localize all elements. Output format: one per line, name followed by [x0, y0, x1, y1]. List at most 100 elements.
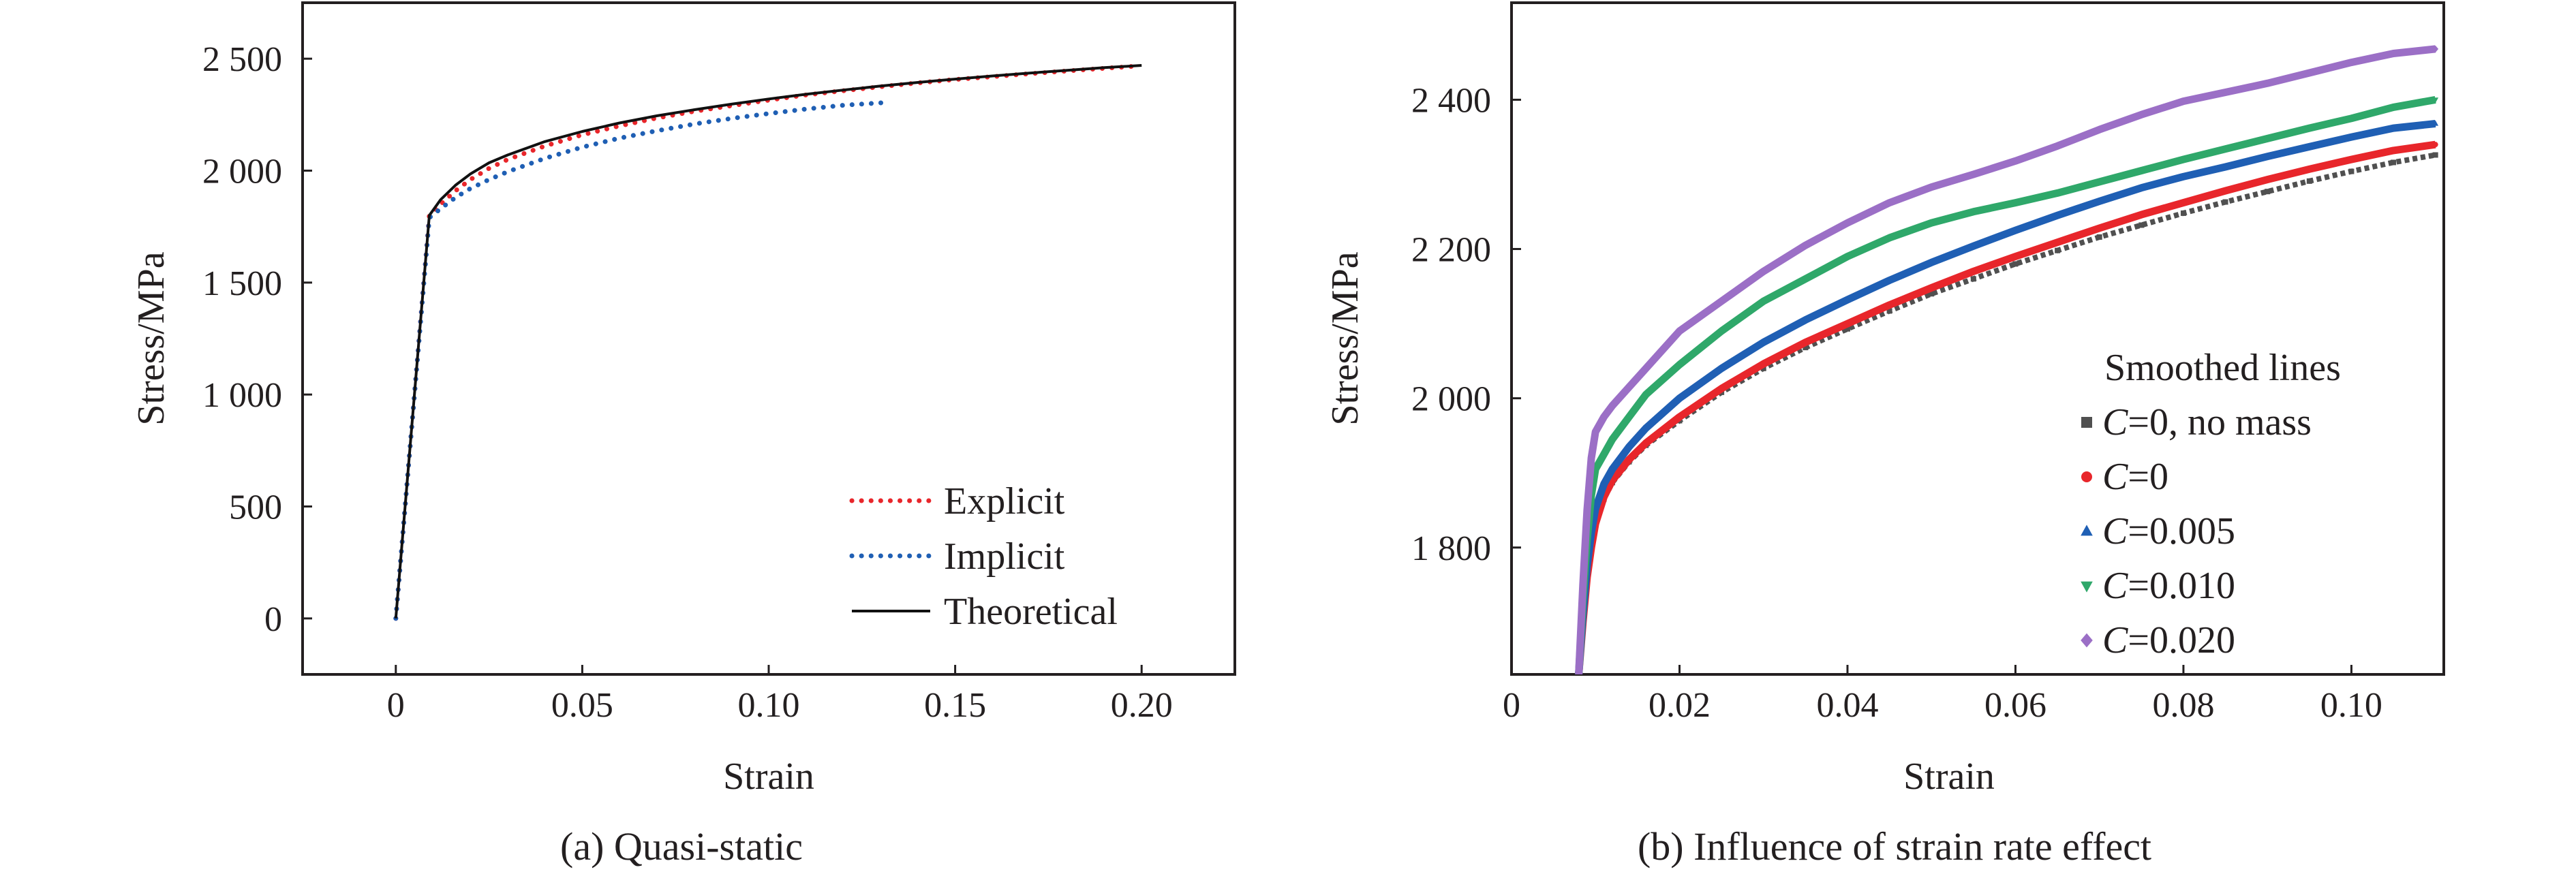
y-tick-label: 0 — [264, 600, 282, 639]
series-point — [2222, 89, 2228, 96]
series-point — [1592, 505, 1599, 511]
series-point — [2138, 212, 2145, 218]
series-line-explicit — [393, 63, 1137, 621]
series-point — [1642, 424, 1649, 431]
series-point — [1609, 402, 1616, 409]
axis-ticks-b: 0 0.02 0.04 0.06 0.08 0.10 1 800 2 000 2 200 2 40… — [1411, 81, 2382, 725]
series-point — [1609, 437, 1616, 443]
legend-label-c0010: C=0.010 — [2102, 565, 2235, 607]
series-point — [2306, 125, 2313, 131]
series-point — [1626, 414, 1632, 420]
series-point — [2096, 234, 2102, 240]
series-point — [2222, 199, 2228, 205]
series-point — [1580, 581, 1586, 589]
series-point — [2348, 116, 2355, 122]
series-point — [1643, 440, 1649, 446]
legend-title: Smoothed lines — [2104, 347, 2341, 389]
y-tick-label: 2 500 — [202, 40, 282, 79]
plot-frame-b — [1510, 1, 2445, 676]
series-point — [1928, 259, 1935, 265]
series-point — [2390, 125, 2397, 131]
legend-marker — [2081, 633, 2093, 648]
x-tick-label: 0.08 — [2152, 686, 2214, 725]
series-point — [2348, 168, 2355, 174]
series-point — [2180, 200, 2186, 206]
series-point — [2222, 163, 2228, 170]
x-tick-label: 0.04 — [1816, 686, 1878, 725]
series-point — [2012, 157, 2019, 165]
series-point — [1588, 454, 1595, 462]
y-tick-label: 500 — [229, 488, 282, 527]
panel-strain-rate-effect: 0 0.02 0.04 0.06 0.08 0.10 1 800 2 000 2 200 2 40… — [1324, 1, 2445, 869]
series-point — [1592, 428, 1599, 436]
series-point — [1642, 364, 1649, 373]
y-tick-label: 2 000 — [202, 153, 282, 191]
series-point — [2390, 105, 2397, 111]
series-point — [2055, 239, 2061, 245]
series-point — [2138, 184, 2145, 190]
y-tick-label: 2 200 — [1411, 231, 1491, 270]
series-point — [2432, 142, 2438, 148]
series-point — [1584, 506, 1591, 514]
series-point — [2391, 159, 2397, 166]
series-point — [1844, 254, 1851, 260]
legend-label-c0-value: =0 — [2128, 456, 2168, 498]
series-line-theoretical — [394, 64, 1142, 619]
series-point — [2096, 225, 2102, 231]
series-point — [1929, 285, 1935, 291]
y-tick-label: 1 800 — [1411, 529, 1491, 568]
legend-marker — [2081, 525, 2093, 536]
series-point — [2264, 80, 2271, 87]
series-point — [2180, 157, 2187, 163]
series-point — [2432, 97, 2439, 104]
series-point — [2012, 253, 2019, 260]
caption-a: (a) Quasi-static — [560, 824, 803, 869]
x-axis-title-a: Strain — [723, 755, 814, 798]
legend-b: Smoothed lines C=0, no mass C=0 C=0.005 … — [2081, 347, 2341, 661]
x-tick-label: 0 — [1503, 686, 1520, 725]
series-point — [2306, 143, 2313, 149]
series-point — [1802, 316, 1809, 322]
series-point — [1760, 361, 1766, 367]
series-point — [1886, 302, 1892, 308]
series-group-a — [393, 63, 1142, 621]
legend-marker — [2081, 471, 2092, 482]
series-point — [1803, 339, 1809, 345]
series-point — [2306, 178, 2312, 184]
series-line-c-0-010 — [1575, 95, 2436, 674]
series-point — [1802, 241, 1809, 249]
series-point — [2432, 120, 2439, 126]
series-point — [1886, 235, 1892, 241]
series-point — [2348, 59, 2355, 66]
legend-label-c-symbol: C — [2102, 565, 2128, 607]
legend-marker — [2081, 581, 2093, 593]
series-point — [2054, 142, 2061, 150]
series-line-c-0-020 — [1575, 45, 2436, 674]
series-point — [2432, 152, 2438, 158]
x-tick-label: 0.10 — [2320, 686, 2382, 725]
series-point — [1626, 443, 1632, 450]
legend-label-c0020-value: =0.020 — [2128, 619, 2235, 661]
legend-label-c0005-value: =0.005 — [2128, 510, 2235, 552]
series-point — [2054, 191, 2061, 197]
series-point — [2138, 222, 2145, 228]
series-point — [1676, 394, 1683, 401]
series-point — [1970, 276, 1976, 282]
series-point — [2306, 166, 2312, 172]
legend-label-c-symbol: C — [2102, 456, 2128, 498]
legend-label-c0005: C=0.005 — [2102, 510, 2235, 552]
series-point — [1928, 183, 1935, 191]
series-point — [2306, 69, 2313, 77]
legend-label-c0: C=0 — [2102, 456, 2168, 498]
series-point — [1626, 456, 1632, 463]
series-point — [2012, 227, 2019, 233]
y-tick-label: 1 000 — [202, 376, 282, 415]
legend-marker — [2081, 417, 2092, 428]
x-tick-label: 0 — [387, 686, 405, 725]
series-point — [1760, 339, 1767, 345]
series-point — [1676, 327, 1683, 335]
series-line-implicit — [393, 99, 891, 621]
series-point — [2222, 188, 2228, 194]
axis-ticks-a: 0 0.05 0.10 0.15 0.20 0 500 1 000 1 500 2 000 2 50… — [202, 40, 1173, 725]
series-group-b — [1575, 45, 2439, 674]
